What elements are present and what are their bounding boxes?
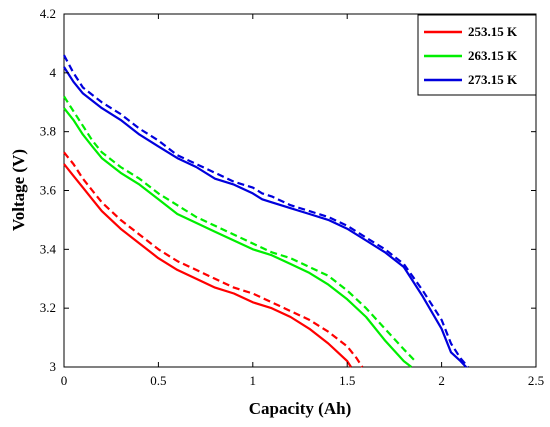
x-axis-title: Capacity (Ah)	[249, 399, 351, 418]
series-line-263-15-k-solid	[63, 107, 413, 368]
x-tick-label: 1	[250, 373, 257, 388]
y-tick-label: 4.2	[40, 6, 56, 21]
x-tick-label: 0	[61, 373, 68, 388]
x-tick-label: 2.5	[528, 373, 544, 388]
series-line-273-15-k-dashed	[63, 54, 469, 368]
y-tick-label: 3.6	[40, 183, 57, 198]
y-tick-label: 3.8	[40, 124, 56, 139]
y-tick-label: 3	[50, 359, 57, 374]
series-line-253-15-k-solid	[63, 163, 352, 368]
series-line-263-15-k-dashed	[63, 95, 416, 362]
y-tick-label: 4	[50, 65, 57, 80]
x-tick-label: 2	[438, 373, 445, 388]
y-tick-label: 3.2	[40, 300, 56, 315]
y-tick-label: 3.4	[40, 241, 57, 256]
legend-label: 263.15 K	[468, 48, 518, 63]
legend: 253.15 K 263.15 K 273.15 K	[417, 14, 537, 96]
legend-label: 253.15 K	[468, 24, 518, 39]
legend-label: 273.15 K	[468, 72, 518, 87]
series-lines	[63, 54, 469, 368]
y-axis-title: Voltage (V)	[9, 149, 28, 231]
series-line-273-15-k-solid	[63, 66, 467, 368]
x-tick-label: 0.5	[150, 373, 166, 388]
series-line-253-15-k-dashed	[63, 151, 364, 368]
x-tick-label: 1.5	[339, 373, 355, 388]
